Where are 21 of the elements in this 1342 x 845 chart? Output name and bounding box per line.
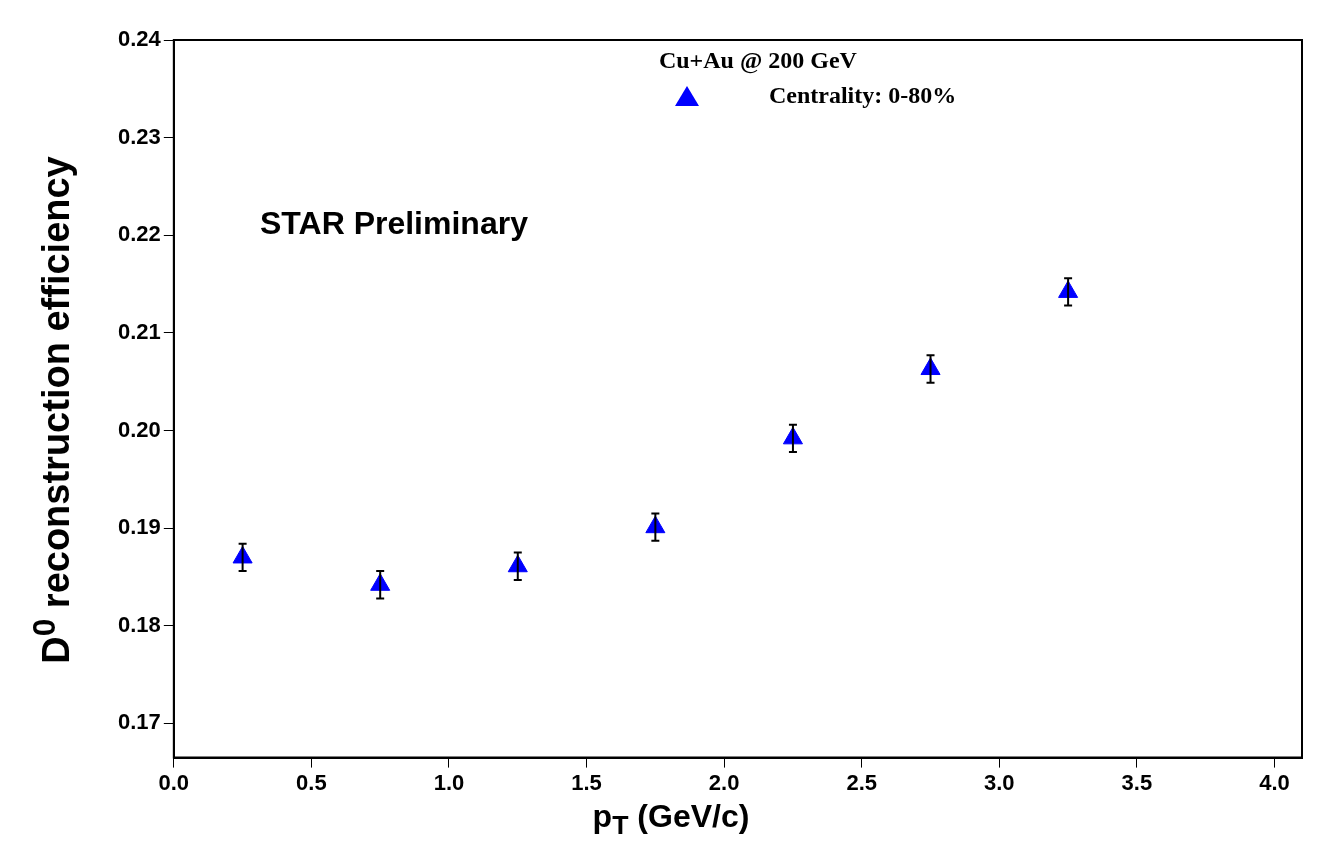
- x-tick-label: 4.0: [1259, 769, 1290, 795]
- x-tick-label: 0.0: [158, 769, 190, 795]
- x-tick-label: 2.0: [708, 769, 740, 795]
- y-tick-label: 0.17: [117, 709, 161, 735]
- y-tick-label: 0.19: [117, 514, 161, 540]
- x-tick-label: 0.5: [296, 769, 327, 795]
- y-tick-label: 0.24: [117, 26, 162, 52]
- y-tick-label: 0.23: [117, 123, 161, 149]
- text: Centrality: 0-80%: [768, 82, 957, 110]
- x-tick-label: 3.5: [1121, 769, 1153, 795]
- y-tick-label: 0.21: [117, 318, 161, 344]
- x-tick-label: 3.0: [984, 769, 1015, 795]
- x-tick-label: 1.5: [571, 769, 602, 795]
- y-tick-label: 0.18: [117, 611, 161, 637]
- x-tick-label: 2.5: [846, 769, 878, 795]
- legend-title: Cu+Au @ 200 GeV: [658, 47, 858, 75]
- y-tick-label: 0.22: [117, 221, 161, 247]
- annotation: STAR Preliminary: [260, 205, 528, 242]
- x-tick-label: 1.0: [433, 769, 465, 795]
- y-tick-label: 0.20: [117, 416, 161, 442]
- x-axis-title: p$_{T}$ (GeV/c): [591, 798, 751, 842]
